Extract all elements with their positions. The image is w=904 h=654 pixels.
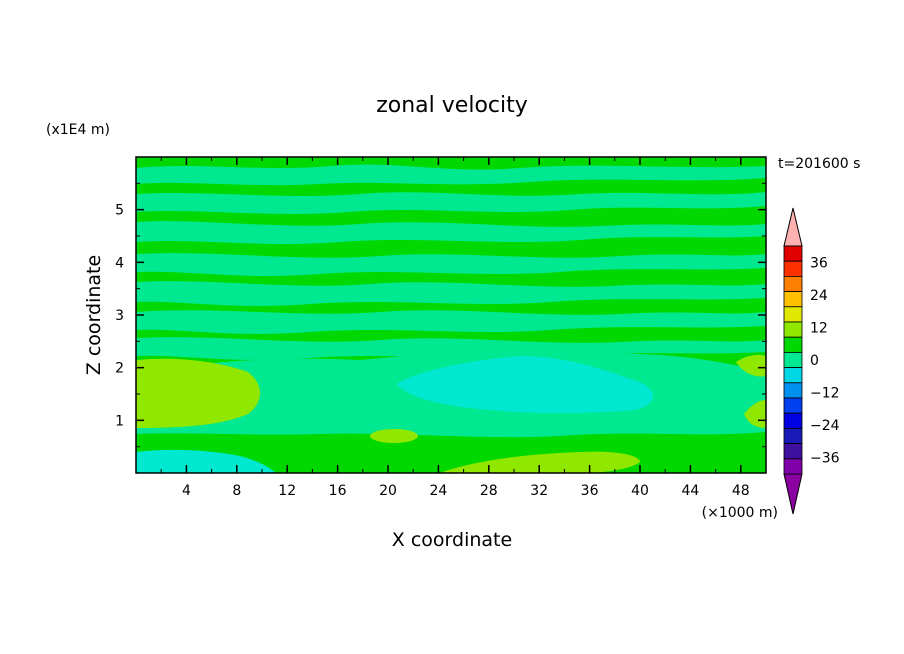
layer-band (136, 281, 766, 306)
x-tick-label: 12 (278, 483, 296, 499)
y-tick-label: 2 (115, 361, 124, 377)
colorbar-segment (783, 367, 803, 384)
layer-band (136, 164, 766, 186)
x-tick-label: 4 (182, 483, 191, 499)
colorbar-segment (783, 306, 803, 323)
colorbar-segment (783, 458, 803, 475)
x-tick-label: 8 (232, 483, 241, 499)
colorbar-label: 0 (810, 353, 819, 369)
colorbar-segment (783, 382, 803, 399)
y-tick-label: 3 (115, 308, 124, 324)
colorbar-segment (783, 275, 803, 292)
left-yellow-green (136, 358, 261, 428)
colorbar-segment (783, 260, 803, 277)
x-tick-label: 32 (530, 483, 548, 499)
colorbar-segment (783, 245, 803, 262)
colorbar-segment (783, 443, 803, 460)
time-label: t=201600 s (778, 156, 860, 172)
cyan-core (396, 356, 654, 413)
x-axis-label: X coordinate (392, 529, 512, 551)
layer-band (136, 192, 766, 214)
layer-band (136, 221, 766, 244)
colorbar: −36 −24 −12 0 12 24 36 (783, 207, 840, 515)
chart-title: zonal velocity (376, 93, 528, 118)
layer-band (136, 310, 766, 334)
y-tick-label: 4 (115, 255, 124, 271)
colorbar-segment (783, 427, 803, 444)
colorbar-segment (783, 351, 803, 368)
colorbar-over-triangle (783, 207, 803, 247)
layer-band (136, 253, 766, 276)
layer-band (136, 337, 766, 360)
y-tick-label: 1 (115, 413, 124, 429)
x-tick-label: 44 (681, 483, 699, 499)
y-unit-label: (x1E4 m) (46, 122, 110, 138)
y-tick-label: 5 (115, 203, 124, 219)
x-tick-label: 36 (581, 483, 599, 499)
x-tick-label: 24 (429, 483, 447, 499)
colorbar-label: 36 (810, 255, 828, 271)
x-axis-ticks: 4 8 12 16 20 24 28 32 36 40 44 48 (160, 157, 750, 499)
bottom-left-cyan (136, 449, 276, 473)
x-tick-label: 48 (732, 483, 750, 499)
colorbar-label: −24 (810, 418, 840, 434)
x-tick-label: 16 (329, 483, 347, 499)
colorbar-segment (783, 336, 803, 353)
y-axis-ticks: 1 2 3 4 5 (115, 182, 766, 448)
colorbar-segment (783, 291, 803, 308)
colorbar-label: 24 (810, 288, 828, 304)
colorbar-label: −36 (810, 451, 840, 467)
small-yellow-green-blob (370, 429, 418, 443)
colorbar-label: −12 (810, 386, 840, 402)
colorbar-segment (783, 321, 803, 338)
x-tick-label: 40 (631, 483, 649, 499)
right-yellow-green (736, 354, 766, 377)
colorbar-segment (783, 397, 803, 414)
colorbar-label: 12 (810, 320, 828, 336)
x-tick-label: 28 (480, 483, 498, 499)
y-axis-label: Z coordinate (83, 255, 105, 375)
colorbar-segment (783, 412, 803, 429)
x-tick-label: 20 (379, 483, 397, 499)
contour-field (136, 157, 766, 473)
colorbar-under-triangle (783, 473, 803, 515)
x-unit-label: (×1000 m) (702, 505, 778, 521)
